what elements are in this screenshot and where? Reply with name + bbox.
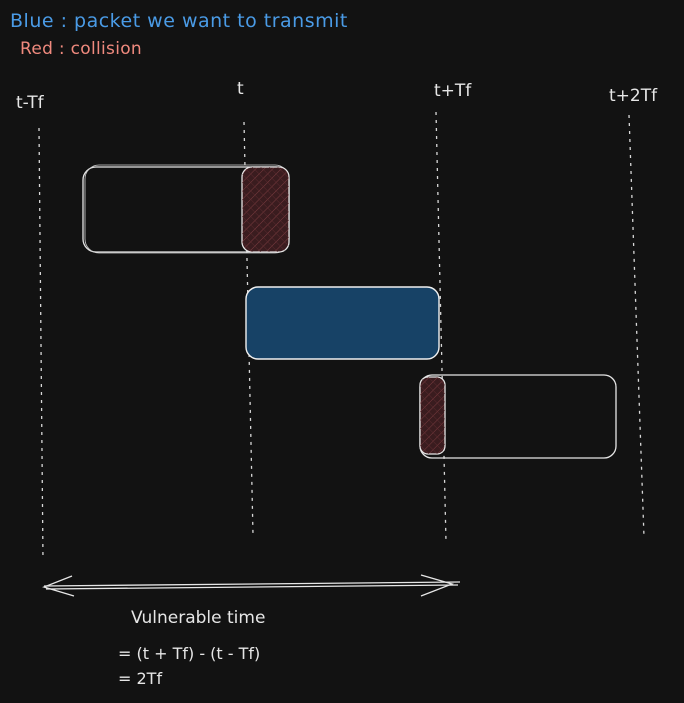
- timeline-t-minus-tf: [38, 127, 44, 561]
- vulnerable-time-equation-2: = 2Tf: [118, 669, 163, 688]
- packet-next: [419, 374, 617, 459]
- collision-region-1-crosshatch: [242, 167, 289, 252]
- vulnerable-time-equation-1: = (t + Tf) - (t - Tf): [118, 644, 261, 663]
- packet-transmit: [245, 286, 440, 360]
- collision-region-2-crosshatch: [420, 377, 445, 454]
- vulnerable-time-title: Vulnerable time: [131, 608, 266, 628]
- time-label-t: t: [237, 79, 244, 99]
- vulnerable-time-arrow: [42, 574, 461, 597]
- time-label-t-minus-tf: t-Tf: [16, 93, 44, 113]
- legend-blue-text: Blue : packet we want to transmit: [10, 10, 348, 32]
- timeline-t: [243, 121, 254, 536]
- legend-red-text: Red : collision: [20, 39, 143, 59]
- time-label-t-plus-2tf: t+2Tf: [609, 86, 658, 106]
- time-label-t-plus-tf: t+Tf: [434, 81, 472, 101]
- timeline-t-plus-2tf: [628, 114, 645, 538]
